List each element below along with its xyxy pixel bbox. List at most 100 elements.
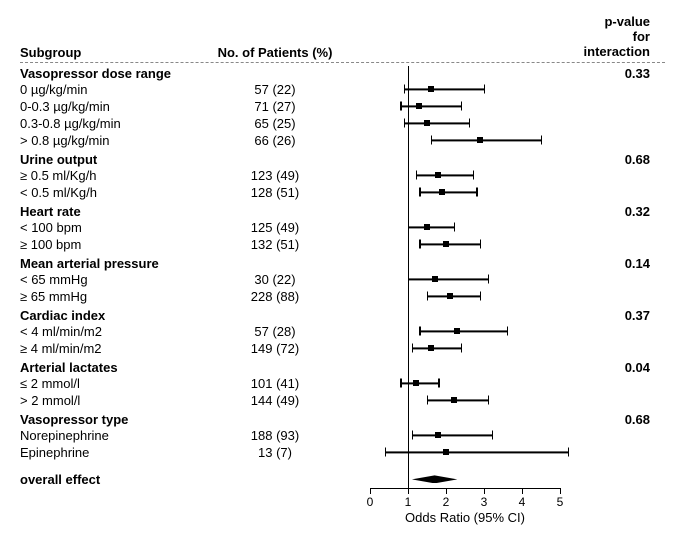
ci-cap xyxy=(427,396,428,405)
ci-line xyxy=(400,383,438,384)
point-estimate xyxy=(432,276,438,282)
subgroup-pval: 0.37 xyxy=(570,308,650,323)
point-estimate xyxy=(428,86,434,92)
axis-row: 012345Odds Ratio (95% CI) xyxy=(20,488,665,518)
row-npts: 132 (51) xyxy=(200,237,350,252)
subgroup-pval: 0.14 xyxy=(570,256,650,271)
row-npts: 228 (88) xyxy=(200,289,350,304)
subgroup-title-row: Heart rate0.32 xyxy=(20,204,665,219)
subgroup-row: > 2 mmol/l144 (49) xyxy=(20,392,665,409)
subgroup-block: Arterial lactates0.04≤ 2 mmol/l101 (41)>… xyxy=(20,360,665,409)
row-npts: 30 (22) xyxy=(200,272,350,287)
ci-cap xyxy=(492,431,493,440)
point-estimate xyxy=(454,328,460,334)
axis-tick-label: 5 xyxy=(557,495,564,509)
ci-line xyxy=(404,89,484,90)
ci-cap xyxy=(541,136,542,145)
subgroup-block: Cardiac index0.37< 4 ml/min/m257 (28)≥ 4… xyxy=(20,308,665,357)
row-label: 0.3-0.8 µg/kg/min xyxy=(20,116,200,131)
groups-container: Vasopressor dose range0.330 µg/kg/min57 … xyxy=(20,66,665,461)
point-estimate xyxy=(447,293,453,299)
ci-cap xyxy=(400,379,401,388)
ci-cap xyxy=(488,275,489,284)
row-npts: 144 (49) xyxy=(200,393,350,408)
subgroup-title-row: Vasopressor type0.68 xyxy=(20,412,665,427)
ci-line xyxy=(419,192,476,193)
subgroup-block: Mean arterial pressure0.14< 65 mmHg30 (2… xyxy=(20,256,665,305)
row-label: 0 µg/kg/min xyxy=(20,82,200,97)
ci-line xyxy=(385,452,567,453)
point-estimate xyxy=(435,432,441,438)
ci-cap xyxy=(431,136,432,145)
ci-cap xyxy=(412,344,413,353)
header-pval: p-value for interaction xyxy=(570,15,650,60)
ci-cap xyxy=(469,119,470,128)
subgroup-row: < 4 ml/min/m257 (28) xyxy=(20,323,665,340)
ci-cap xyxy=(404,85,405,94)
row-forest-cell xyxy=(350,375,570,392)
row-npts: 13 (7) xyxy=(200,445,350,460)
row-label: ≥ 0.5 ml/Kg/h xyxy=(20,168,200,183)
point-estimate xyxy=(443,449,449,455)
row-forest-cell xyxy=(350,340,570,357)
header-pval-line1: p-value xyxy=(570,15,650,30)
row-npts: 101 (41) xyxy=(200,376,350,391)
row-label: ≥ 100 bpm xyxy=(20,237,200,252)
subgroup-title: Heart rate xyxy=(20,204,200,219)
overall-forest-cell xyxy=(350,471,570,488)
row-forest-cell xyxy=(350,167,570,184)
ci-line xyxy=(419,244,480,245)
row-forest-cell xyxy=(350,219,570,236)
point-estimate xyxy=(435,172,441,178)
point-estimate xyxy=(439,189,445,195)
row-label: ≤ 2 mmol/l xyxy=(20,376,200,391)
axis-tick-label: 4 xyxy=(519,495,526,509)
subgroup-block: Vasopressor type0.68Norepinephrine188 (9… xyxy=(20,412,665,461)
row-forest-cell xyxy=(350,427,570,444)
subgroup-row: < 0.5 ml/Kg/h128 (51) xyxy=(20,184,665,201)
subgroup-row: ≥ 100 bpm132 (51) xyxy=(20,236,665,253)
row-label: 0-0.3 µg/kg/min xyxy=(20,99,200,114)
row-forest-cell xyxy=(350,81,570,98)
subgroup-row: > 0.8 µg/kg/min66 (26) xyxy=(20,132,665,149)
subgroup-row: ≥ 0.5 ml/Kg/h123 (49) xyxy=(20,167,665,184)
subgroup-row: ≥ 4 ml/min/m2149 (72) xyxy=(20,340,665,357)
subgroup-title: Urine output xyxy=(20,152,200,167)
table-header: Subgroup No. of Patients (%) p-value for… xyxy=(20,15,665,62)
ci-cap xyxy=(400,102,401,111)
subgroup-row: 0-0.3 µg/kg/min71 (27) xyxy=(20,98,665,115)
ci-cap xyxy=(419,188,420,197)
header-npts: No. of Patients (%) xyxy=(200,45,350,60)
point-estimate xyxy=(428,345,434,351)
ci-cap xyxy=(480,240,481,249)
subgroup-row: Norepinephrine188 (93) xyxy=(20,427,665,444)
ci-cap xyxy=(484,85,485,94)
point-estimate xyxy=(451,397,457,403)
row-label: < 4 ml/min/m2 xyxy=(20,324,200,339)
ci-cap xyxy=(438,379,439,388)
ci-line xyxy=(427,400,488,401)
ci-cap xyxy=(473,171,474,180)
row-forest-cell xyxy=(350,392,570,409)
row-npts: 57 (28) xyxy=(200,324,350,339)
overall-diamond xyxy=(412,475,458,483)
header-pval-line2: for interaction xyxy=(570,30,650,60)
subgroup-title: Mean arterial pressure xyxy=(20,256,200,271)
subgroup-pval: 0.33 xyxy=(570,66,650,81)
overall-block: overall effect xyxy=(20,471,665,488)
subgroup-title-row: Cardiac index0.37 xyxy=(20,308,665,323)
ci-cap xyxy=(480,292,481,301)
row-label: < 100 bpm xyxy=(20,220,200,235)
overall-row: overall effect xyxy=(20,471,665,488)
axis-tick xyxy=(446,488,447,494)
ci-cap xyxy=(412,431,413,440)
row-forest-cell xyxy=(350,236,570,253)
ci-line xyxy=(400,106,461,107)
axis-tick-label: 2 xyxy=(443,495,450,509)
ci-cap xyxy=(419,327,420,336)
ci-cap xyxy=(461,344,462,353)
x-axis: 012345Odds Ratio (95% CI) xyxy=(350,488,570,518)
ci-line xyxy=(412,348,461,349)
ci-cap xyxy=(476,188,477,197)
axis-title: Odds Ratio (95% CI) xyxy=(405,510,525,525)
